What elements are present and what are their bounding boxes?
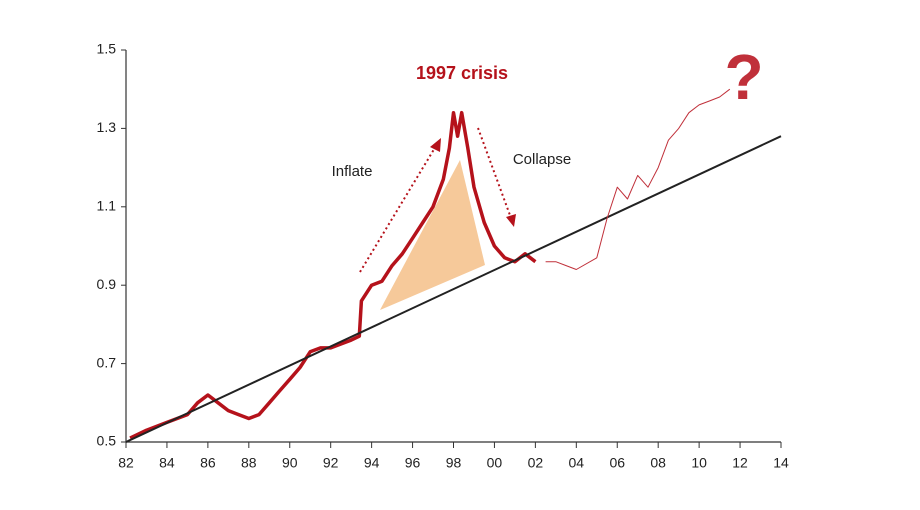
x-tick-label: 10 (691, 455, 707, 471)
x-tick-label: 02 (528, 455, 544, 471)
x-tick-label: 06 (609, 455, 625, 471)
x-tick-label: 84 (159, 455, 175, 471)
series-line (125, 135, 782, 443)
series-line (545, 88, 731, 270)
collapse-arrow (477, 127, 512, 219)
x-tick-label: 98 (446, 455, 462, 471)
y-tick-label: 1.3 (97, 119, 117, 135)
x-tick-label: 08 (650, 455, 666, 471)
x-tick-label: 82 (118, 455, 134, 471)
x-tick-label: 90 (282, 455, 298, 471)
bubble-shading (380, 160, 485, 310)
series-line (129, 110, 537, 440)
y-tick-label: 0.5 (97, 433, 117, 449)
x-tick-label: 88 (241, 455, 257, 471)
x-tick-label: 04 (569, 455, 585, 471)
x-tick-label: 14 (773, 455, 789, 471)
y-tick-label: 1.5 (97, 41, 117, 57)
crisis-label: 1997 crisis (416, 63, 508, 83)
x-tick-label: 12 (732, 455, 748, 471)
collapse-arrowhead (506, 214, 516, 227)
x-tick-label: 86 (200, 455, 216, 471)
inflate-label: Inflate (332, 163, 373, 180)
x-tick-label: 92 (323, 455, 339, 471)
x-tick-label: 94 (364, 455, 380, 471)
collapse-label: Collapse (513, 151, 571, 168)
y-tick-label: 0.9 (97, 276, 117, 292)
inflate-arrowhead (430, 138, 441, 152)
question-mark: ? (724, 41, 763, 113)
x-tick-label: 00 (487, 455, 503, 471)
y-tick-label: 0.7 (97, 354, 117, 370)
y-tick-label: 1.1 (97, 198, 117, 214)
x-tick-label: 96 (405, 455, 421, 471)
